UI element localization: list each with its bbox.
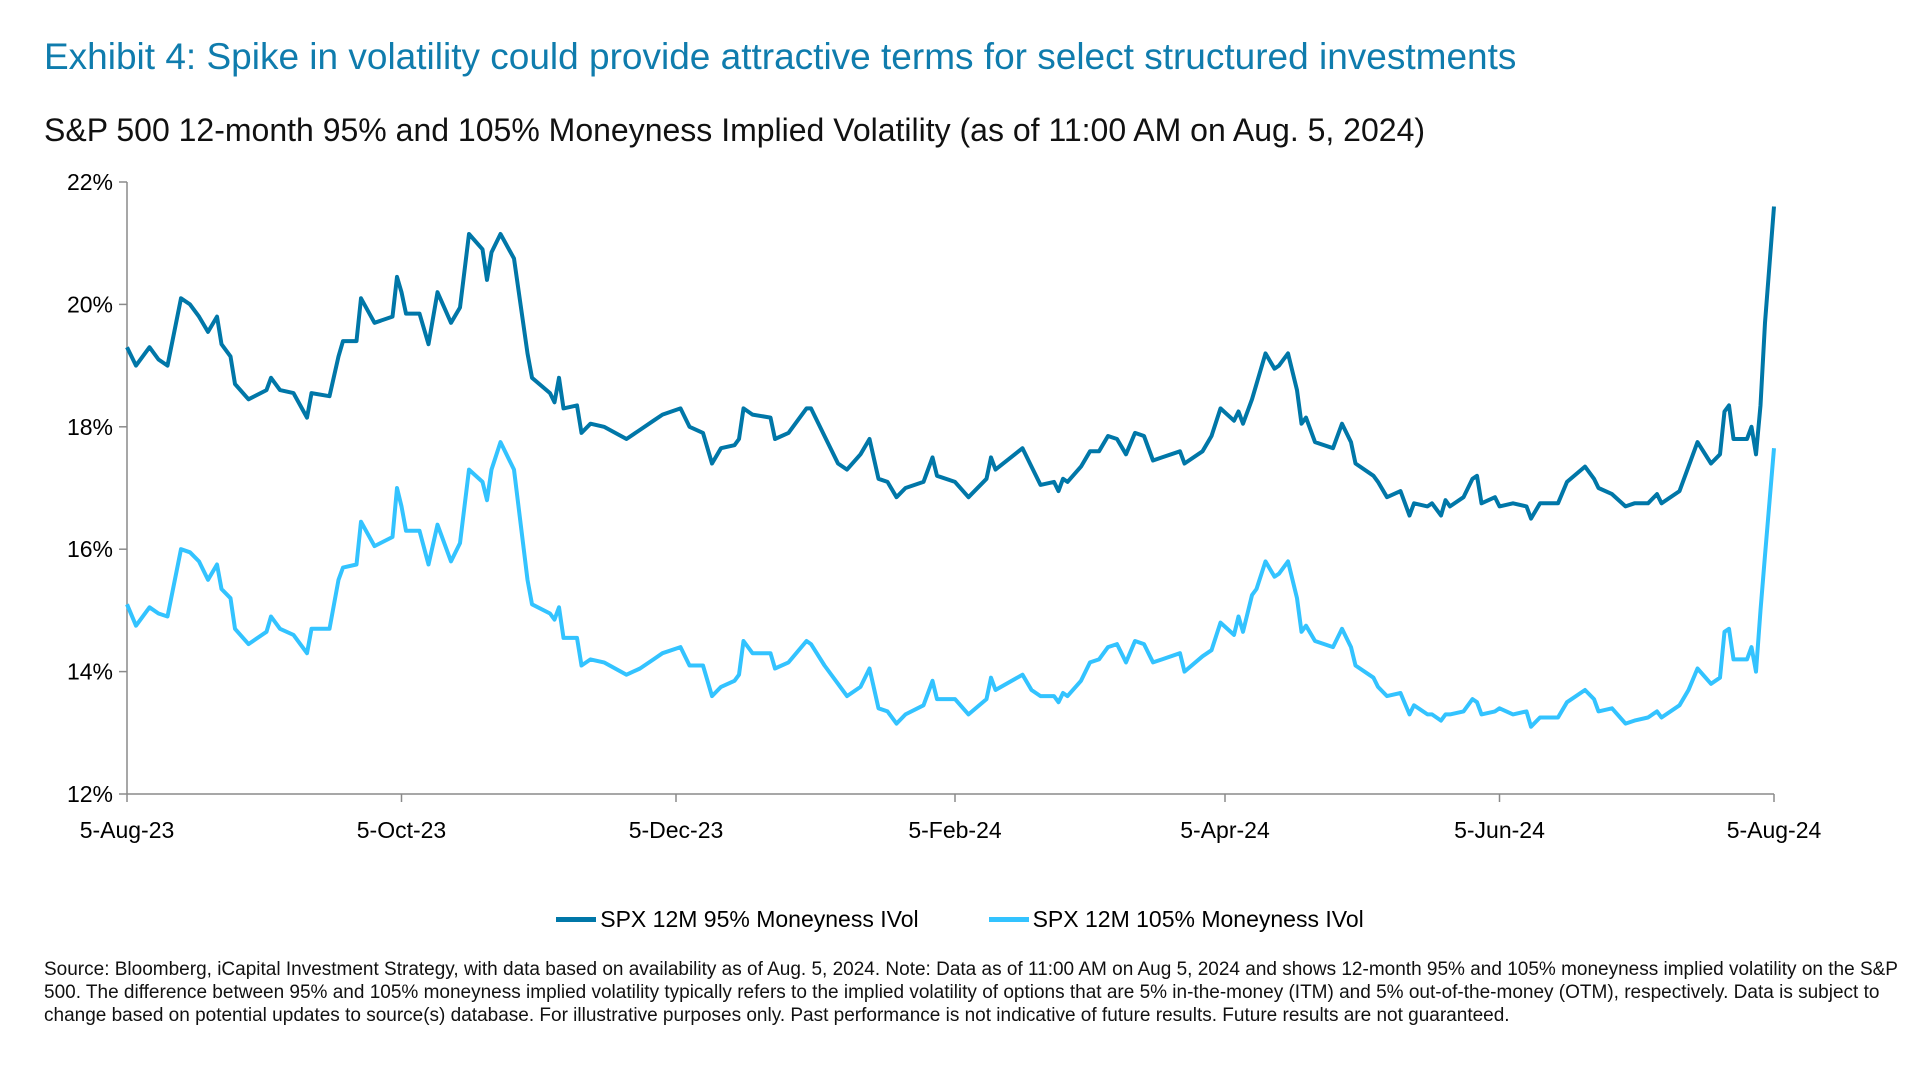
- source-note: Source: Bloomberg, iCapital Investment S…: [44, 959, 1898, 1026]
- legend: SPX 12M 95% Moneyness IVol SPX 12M 105% …: [0, 906, 1920, 933]
- y-tick-label: 18%: [67, 414, 113, 440]
- series-line-105: [125, 440, 1776, 729]
- x-tick-label: 5-Aug-23: [80, 817, 175, 843]
- x-tick-label: 5-Aug-24: [1727, 817, 1822, 843]
- line-chart: 12% 14% 16% 18% 20% 22% 5-Aug-23 5-Oct-23 5-Dec-…: [67, 169, 1822, 843]
- y-tick-label: 14%: [67, 659, 113, 685]
- legend-item-105: SPX 12M 105% Moneyness IVol: [988, 906, 1364, 933]
- x-tick-label: 5-Dec-23: [629, 817, 724, 843]
- exhibit-title: Exhibit 4: Spike in volatility could pro…: [44, 36, 1517, 77]
- y-tick-label: 16%: [67, 536, 113, 562]
- series-line-95: [125, 206, 1776, 521]
- series-lines: [125, 206, 1776, 729]
- x-tick-label: 5-Feb-24: [908, 817, 1002, 843]
- y-tick-label: 22%: [67, 169, 113, 195]
- axes: 12% 14% 16% 18% 20% 22% 5-Aug-23 5-Oct-23 5-Dec-…: [67, 169, 1822, 843]
- legend-label-105: SPX 12M 105% Moneyness IVol: [1032, 906, 1364, 932]
- legend-item-95: SPX 12M 95% Moneyness IVol: [556, 906, 919, 933]
- x-tick-label: 5-Oct-23: [357, 817, 446, 843]
- y-tick-label: 20%: [67, 291, 113, 317]
- x-tick-label: 5-Apr-24: [1180, 817, 1270, 843]
- y-tick-label: 12%: [67, 781, 113, 807]
- legend-swatch-105: [988, 917, 1029, 922]
- legend-label-95: SPX 12M 95% Moneyness IVol: [600, 906, 919, 932]
- legend-swatch-95: [556, 917, 597, 922]
- x-tick-label: 5-Jun-24: [1454, 817, 1545, 843]
- chart-title: S&P 500 12-month 95% and 105% Moneyness …: [44, 112, 1426, 148]
